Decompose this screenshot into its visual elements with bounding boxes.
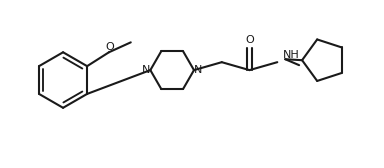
Text: N: N	[194, 65, 202, 75]
Text: NH: NH	[283, 50, 300, 60]
Text: O: O	[106, 42, 114, 52]
Text: O: O	[245, 35, 254, 45]
Text: N: N	[142, 65, 151, 75]
